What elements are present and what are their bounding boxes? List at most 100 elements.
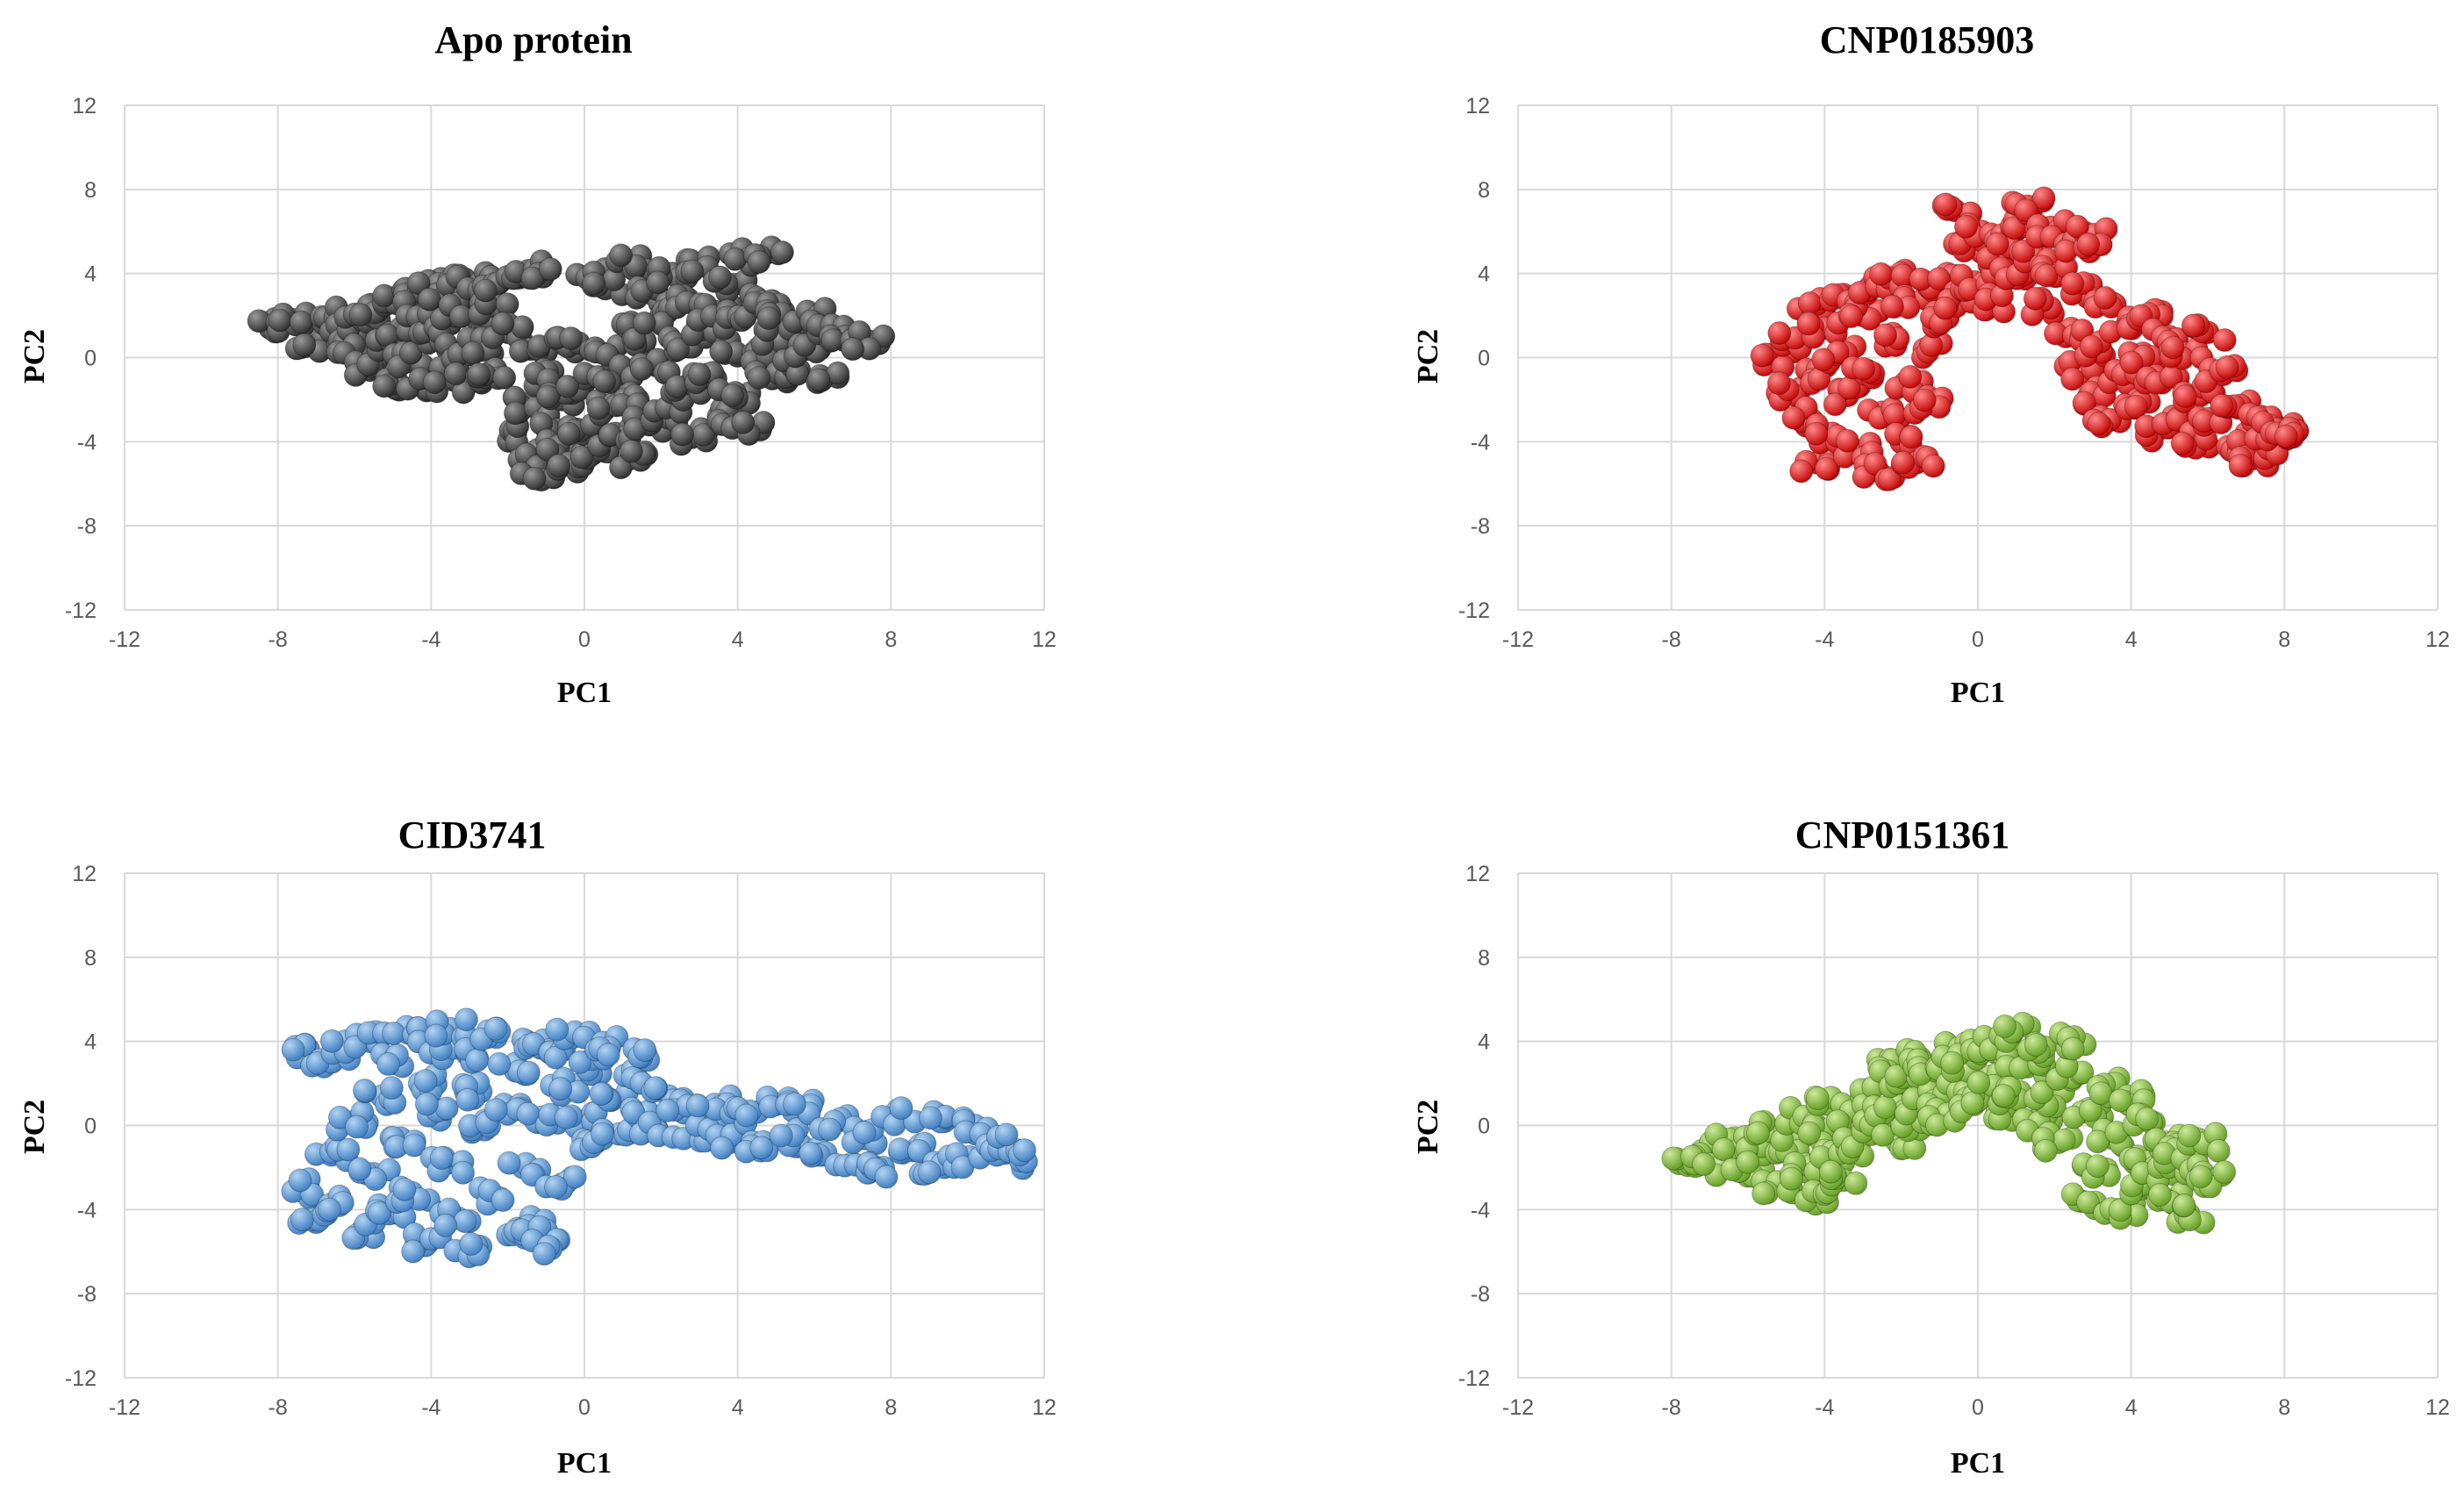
x-tick-label: 12	[2425, 627, 2450, 652]
chart-panel-apo-protein: Apo protein -12 -8 -4 0 4 8 12 12 8 4 0 -4 -8 -12 PC1…	[18, 18, 1057, 709]
data-point	[1012, 1138, 1036, 1163]
data-point	[633, 1038, 657, 1063]
data-point	[747, 365, 771, 390]
data-point	[1880, 294, 1904, 319]
chart-title: CNP0185903	[1820, 18, 2034, 61]
data-point	[535, 384, 560, 409]
y-tick-label: 0	[1478, 347, 1490, 371]
y-tick-label: -12	[65, 1366, 97, 1391]
data-point	[2135, 1107, 2160, 1131]
data-point	[290, 1208, 314, 1232]
x-axis-label: PC1	[1951, 1447, 2005, 1480]
y-tick-label: -8	[1471, 514, 1490, 539]
data-point	[345, 1115, 369, 1139]
data-point	[352, 1079, 376, 1103]
data-point	[1991, 1084, 2016, 1108]
data-point	[1839, 304, 1864, 328]
data-point	[1796, 312, 1821, 336]
data-point	[510, 315, 534, 340]
y-tick-label: 0	[1478, 1115, 1490, 1139]
y-tick-label: 12	[72, 94, 97, 118]
data-point	[2087, 412, 2111, 436]
data-point	[2093, 285, 2117, 310]
data-point	[1891, 450, 1916, 475]
data-point	[2177, 1123, 2202, 1148]
data-point	[1871, 1122, 1895, 1147]
data-point	[1835, 428, 1859, 453]
data-point	[747, 249, 771, 274]
chart-title: Apo protein	[434, 18, 632, 61]
data-point	[1823, 392, 1847, 417]
data-point	[288, 1168, 312, 1193]
data-point	[680, 259, 705, 283]
data-point	[756, 306, 781, 331]
data-point	[749, 1136, 774, 1160]
data-points	[247, 235, 896, 492]
x-tick-label: 4	[732, 1395, 744, 1420]
data-point	[495, 292, 519, 317]
data-point	[2060, 1036, 2085, 1061]
data-point	[1815, 456, 1839, 481]
data-point	[562, 1165, 587, 1189]
data-point	[292, 333, 317, 357]
x-tick-label: -12	[1502, 1395, 1534, 1420]
data-point	[2031, 186, 2056, 211]
data-point	[1877, 467, 1902, 491]
data-point	[535, 437, 560, 462]
data-point	[347, 1157, 372, 1181]
data-point	[548, 1077, 573, 1101]
chart-title: CNP0151361	[1795, 814, 2009, 857]
data-point	[586, 396, 611, 420]
data-point	[2108, 1198, 2132, 1222]
data-point	[2086, 1129, 2110, 1154]
data-point	[2212, 328, 2237, 353]
data-point	[770, 240, 794, 265]
x-tick-label: -8	[269, 627, 288, 652]
data-point	[492, 365, 517, 390]
y-tick-label: -4	[1471, 430, 1490, 455]
data-point	[2034, 263, 2059, 288]
data-point	[483, 1016, 508, 1041]
data-point	[646, 270, 670, 295]
data-point	[1736, 1150, 1760, 1174]
x-tick-label: 4	[732, 627, 744, 652]
data-point	[2206, 1138, 2231, 1163]
tick-labels: -12 -8 -4 0 4 8 12 12 8 4 0 -4 -8 -12	[1458, 94, 2450, 652]
data-point	[1804, 421, 1829, 446]
tick-labels: -12 -8 -4 0 4 8 12 12 8 4 0 -4 -8 -12	[1458, 862, 2450, 1420]
data-point	[543, 1175, 568, 1200]
x-tick-label: 12	[1032, 627, 1057, 652]
y-tick-label: -4	[1471, 1198, 1490, 1222]
data-point	[1692, 1152, 1716, 1177]
x-tick-label: -4	[421, 627, 441, 652]
data-point	[2124, 394, 2148, 419]
y-tick-label: 12	[1465, 862, 1490, 886]
data-points	[281, 1007, 1038, 1269]
data-point	[707, 265, 732, 290]
data-point	[1779, 1166, 1803, 1191]
y-tick-label: -4	[77, 430, 97, 455]
data-point	[461, 340, 485, 365]
data-point	[917, 1160, 942, 1185]
data-point	[685, 1093, 710, 1118]
data-point	[392, 1177, 417, 1201]
data-point	[1953, 214, 1978, 239]
data-point	[1711, 1137, 1736, 1162]
x-tick-label: -12	[1502, 627, 1534, 652]
chart-panel-cid3741: CID3741 -12 -8 -4 0 4 8 12 12 8 4 0 -4 -8 -12 PC1 PC2	[18, 814, 1057, 1480]
data-point	[443, 362, 468, 386]
data-points	[1661, 1011, 2237, 1235]
x-tick-label: 12	[2425, 1395, 2450, 1420]
data-point	[467, 362, 491, 387]
grid	[1517, 104, 2439, 611]
data-point	[422, 370, 447, 395]
data-point	[1805, 1086, 1830, 1111]
data-points	[1750, 186, 2310, 491]
x-tick-label: -8	[1662, 627, 1681, 652]
data-point	[710, 1136, 734, 1160]
data-point	[590, 1122, 614, 1146]
data-point	[720, 384, 745, 408]
data-point	[473, 278, 498, 303]
grid	[124, 104, 1045, 611]
